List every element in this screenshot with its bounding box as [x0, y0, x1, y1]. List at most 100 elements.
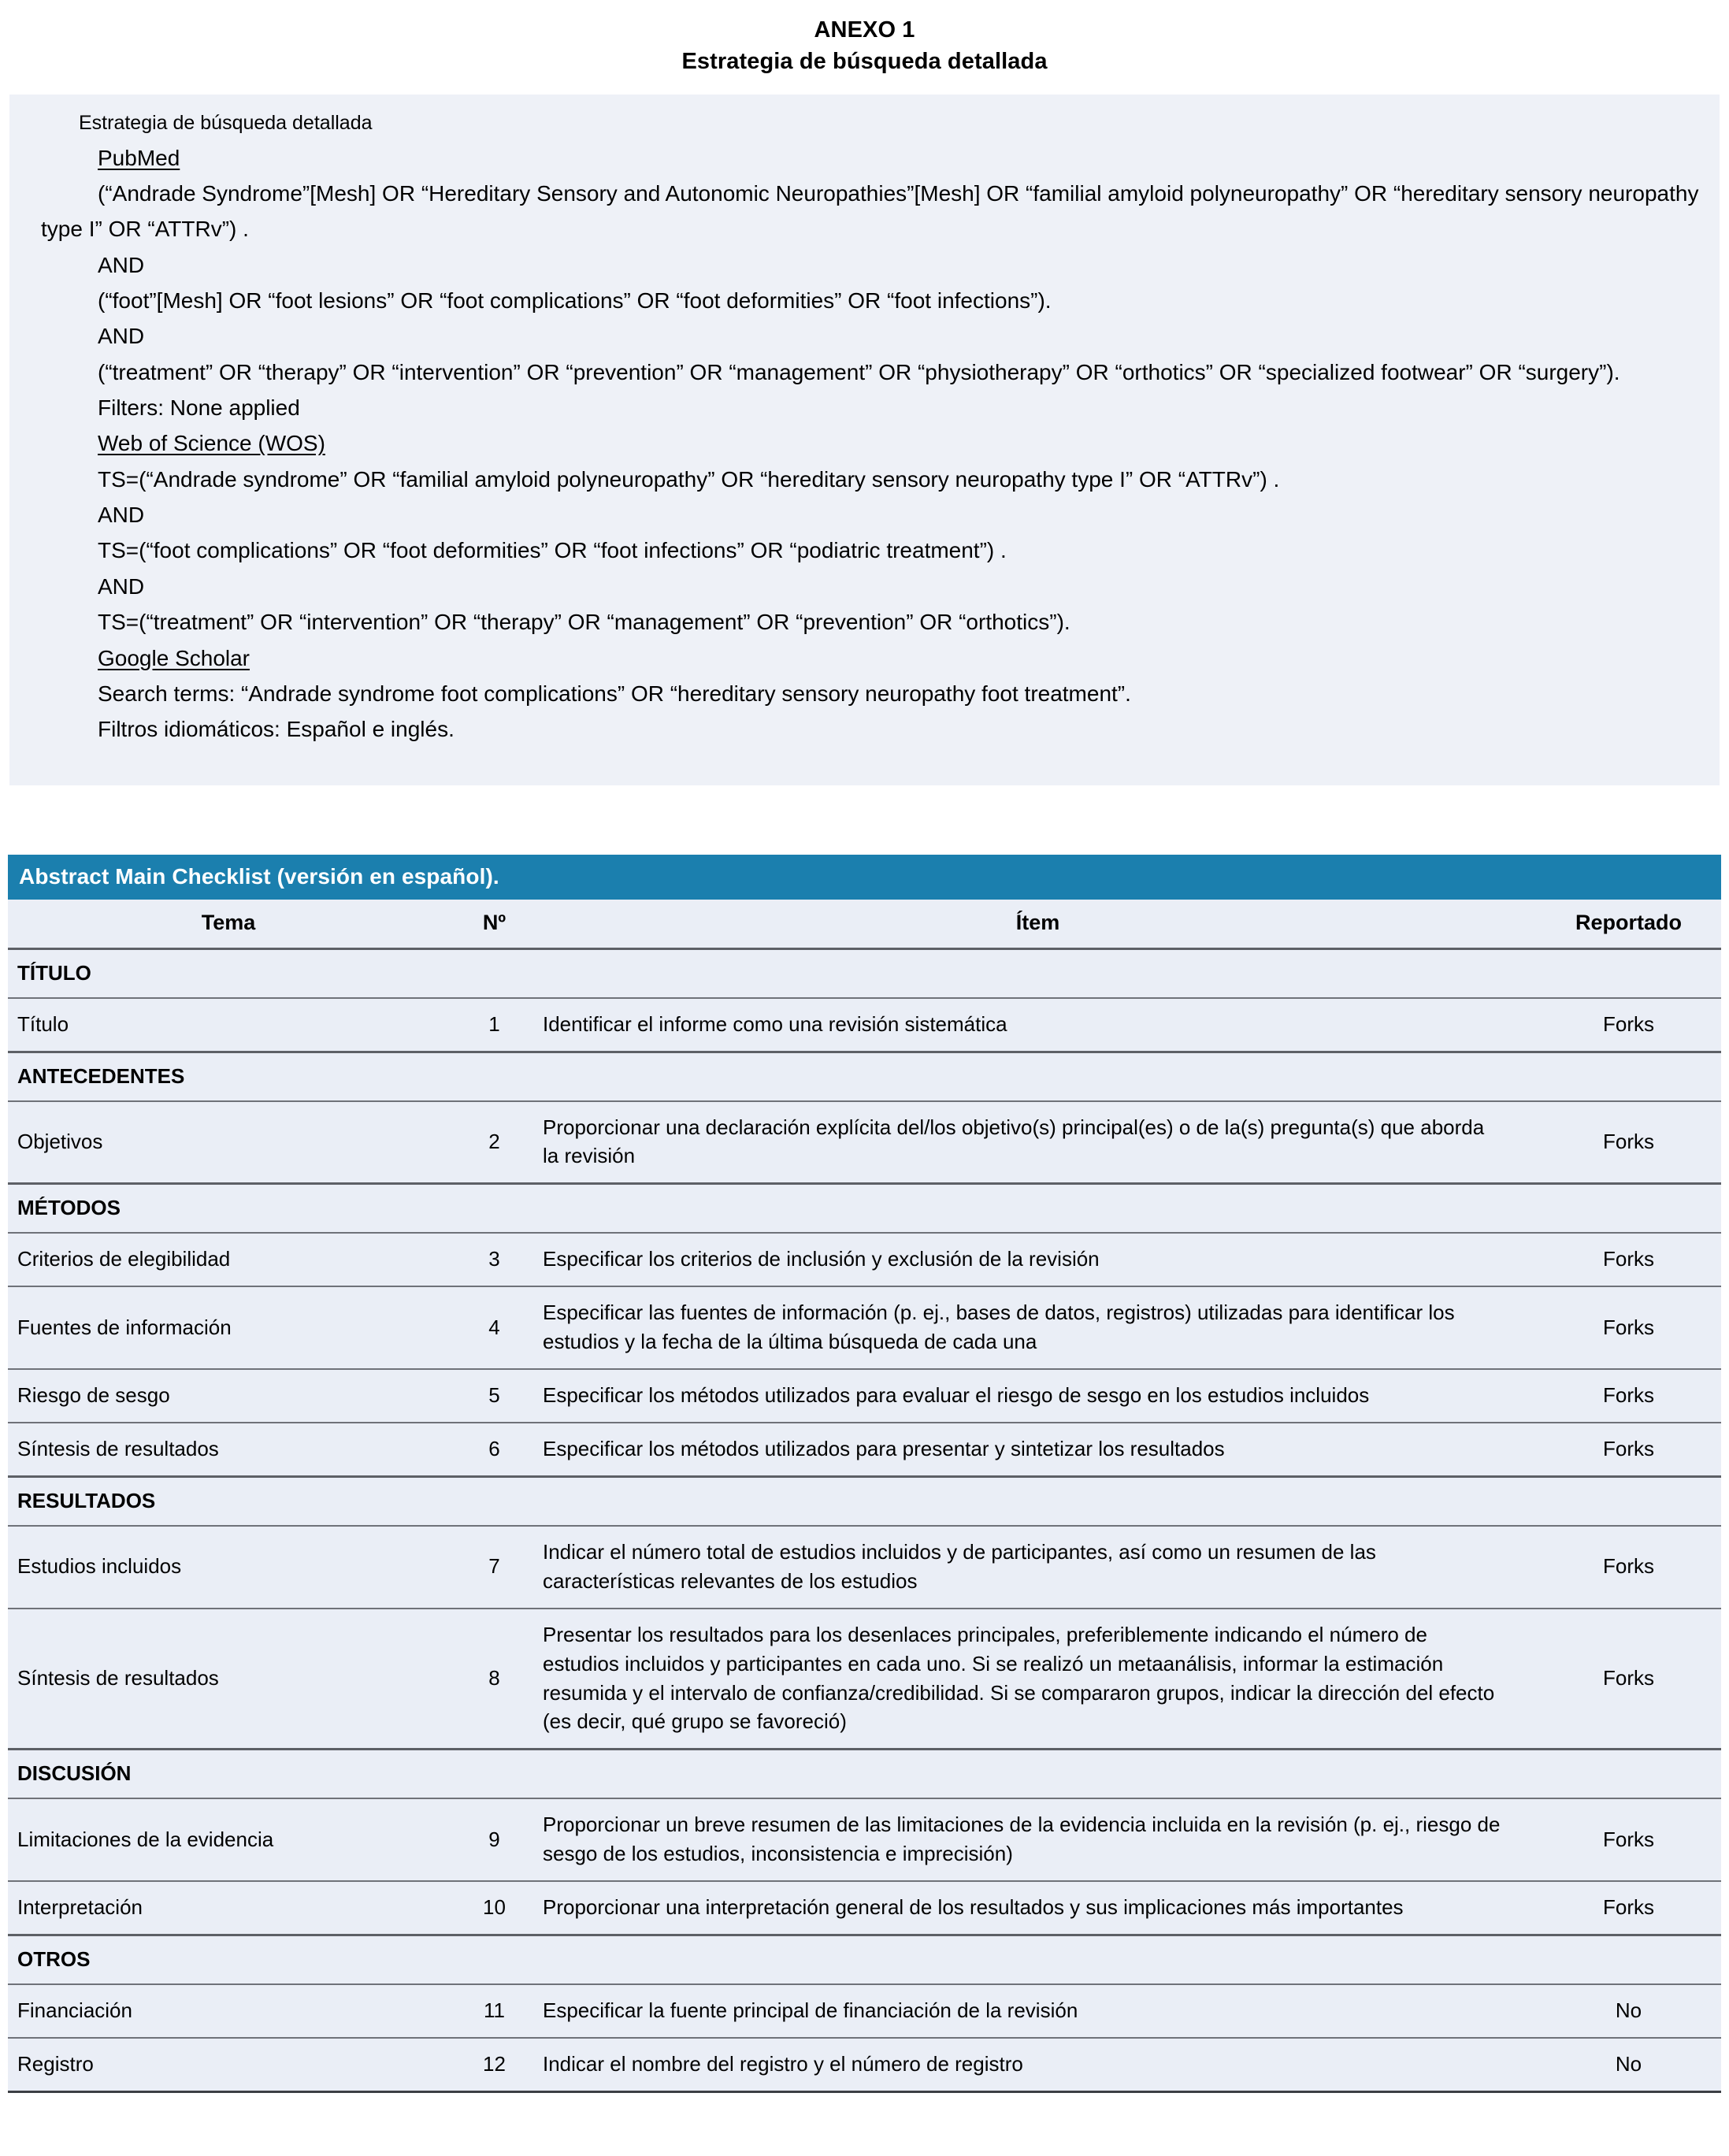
- search-query-text: TS=(“foot complications” OR “foot deform…: [98, 538, 1007, 563]
- row-item: Indicar el número total de estudios incl…: [540, 1524, 1536, 1609]
- row-numero: 5: [449, 1368, 540, 1423]
- table-section-row: RESULTADOS: [8, 1475, 1721, 1526]
- row-reportado: Forks: [1536, 1607, 1721, 1750]
- table-row: Riesgo de sesgo 5 Especificar los métodos …: [8, 1368, 1721, 1423]
- search-query-text: AND: [98, 252, 145, 277]
- section-label: OTROS: [8, 1934, 1721, 1985]
- column-header-reportado: Reportado: [1536, 899, 1721, 949]
- search-query-text: TS=(“Andrade syndrome” OR “familial amyl…: [98, 466, 1280, 492]
- table-section-row: OTROS: [8, 1934, 1721, 1985]
- row-reportado: Forks: [1536, 1368, 1721, 1423]
- row-reportado: Forks: [1536, 1798, 1721, 1882]
- search-strategy-line: TS=(“treatment” OR “intervention” OR “th…: [27, 604, 1702, 640]
- checklist-header-row: Tema Nº Ítem Reportado: [8, 899, 1721, 949]
- row-item: Especificar los métodos utilizados para …: [540, 1368, 1536, 1423]
- table-row: Fuentes de información 4 Especificar las f…: [8, 1286, 1721, 1370]
- row-numero: 7: [449, 1524, 540, 1609]
- table-row: Síntesis de resultados 8 Presentar los res…: [8, 1607, 1721, 1750]
- row-reportado: Forks: [1536, 1100, 1721, 1184]
- search-strategy-lines: PubMed (“Andrade Syndrome”[Mesh] OR “Here…: [27, 140, 1702, 748]
- search-query-text: (“Andrade Syndrome”[Mesh] OR “Hereditary…: [41, 180, 1699, 242]
- section-label: MÉTODOS: [8, 1182, 1721, 1234]
- row-tema: Limitaciones de la evidencia: [8, 1798, 449, 1882]
- annex-subtitle: Estrategia de búsqueda detallada: [681, 49, 1048, 75]
- table-row: Criterios de elegibilidad 3 Especificar lo…: [8, 1232, 1721, 1287]
- row-reportado: No: [1536, 2036, 1721, 2093]
- row-item: Indicar el nombre del registro y el núme…: [540, 2036, 1536, 2093]
- search-strategy-line: Web of Science (WOS): [27, 425, 1702, 461]
- row-reportado: Forks: [1536, 1421, 1721, 1477]
- row-tema: Título: [8, 996, 449, 1052]
- search-strategy-line: TS=(“Andrade syndrome” OR “familial amyl…: [27, 462, 1702, 497]
- section-label: DISCUSIÓN: [8, 1748, 1721, 1799]
- search-database-label: PubMed: [98, 145, 180, 170]
- row-tema: Criterios de elegibilidad: [8, 1232, 449, 1287]
- row-tema: Fuentes de información: [8, 1286, 449, 1370]
- table-row: Interpretación 10 Proporcionar una interpr…: [8, 1880, 1721, 1935]
- row-tema: Riesgo de sesgo: [8, 1368, 449, 1423]
- row-numero: 10: [449, 1880, 540, 1935]
- row-numero: 11: [449, 1983, 540, 2038]
- column-header-item: Ítem: [540, 899, 1536, 949]
- checklist-banner: Abstract Main Checklist (versión en espa…: [8, 854, 1721, 900]
- table-row: Registro 12 Indicar el nombre del registro…: [8, 2036, 1721, 2093]
- section-label: TÍTULO: [8, 947, 1721, 998]
- search-strategy-line: Google Scholar: [27, 640, 1702, 676]
- table-section-row: ANTECEDENTES: [8, 1050, 1721, 1101]
- column-header-numero: Nº: [449, 899, 540, 949]
- search-database-label: Web of Science (WOS): [98, 431, 325, 456]
- search-database-label: Google Scholar: [98, 645, 250, 670]
- row-item: Presentar los resultados para los desenl…: [540, 1607, 1536, 1750]
- row-numero: 12: [449, 2036, 540, 2093]
- table-row: Limitaciones de la evidencia 9 Proporciona…: [8, 1798, 1721, 1882]
- row-item: Identificar el informe como una revisión…: [540, 996, 1536, 1052]
- search-strategy-line: AND: [27, 569, 1702, 604]
- search-strategy-line: AND: [27, 247, 1702, 283]
- table-row: Síntesis de resultados 6 Especificar los m…: [8, 1421, 1721, 1477]
- search-query-text: (“foot”[Mesh] OR “foot lesions” OR “foot…: [98, 288, 1052, 313]
- table-row: Título 1 Identificar el informe como una r…: [8, 996, 1721, 1052]
- annex-heading: ANEXO 1 Estrategia de búsqueda detallada: [0, 0, 1729, 77]
- row-numero: 2: [449, 1100, 540, 1184]
- search-strategy-line: PubMed: [27, 140, 1702, 176]
- table-row: Estudios incluidos 7 Indicar el número tot…: [8, 1524, 1721, 1609]
- row-tema: Interpretación: [8, 1880, 449, 1935]
- checklist-table: Tema Nº Ítem Reportado TÍTULO Título 1 Iden…: [8, 899, 1721, 2093]
- table-row: Objetivos 2 Proporcionar una declaración e…: [8, 1100, 1721, 1184]
- search-strategy-line: Filters: None applied: [27, 390, 1702, 425]
- section-label: ANTECEDENTES: [8, 1050, 1721, 1101]
- row-reportado: Forks: [1536, 1286, 1721, 1370]
- search-strategy-caption: Estrategia de búsqueda detallada: [79, 112, 373, 135]
- search-query-text: (“treatment” OR “therapy” OR “interventi…: [98, 359, 1620, 384]
- annex-title: ANEXO 1: [814, 17, 915, 43]
- search-strategy-line: (“Andrade Syndrome”[Mesh] OR “Hereditary…: [27, 176, 1702, 247]
- search-query-text: Search terms: “Andrade syndrome foot com…: [98, 681, 1131, 706]
- search-query-text: TS=(“treatment” OR “intervention” OR “th…: [98, 610, 1070, 635]
- row-reportado: Forks: [1536, 1880, 1721, 1935]
- row-tema: Financiación: [8, 1983, 449, 2038]
- search-strategy-line: Search terms: “Andrade syndrome foot com…: [27, 676, 1702, 711]
- row-item: Proporcionar un breve resumen de las lim…: [540, 1798, 1536, 1882]
- row-numero: 8: [449, 1607, 540, 1750]
- row-reportado: Forks: [1536, 1232, 1721, 1287]
- checklist-table-body: TÍTULO Título 1 Identificar el informe como…: [8, 947, 1721, 2093]
- search-strategy-line: Filtros idiomáticos: Español e inglés.: [27, 711, 1702, 747]
- abstract-checklist: Abstract Main Checklist (versión en espa…: [8, 854, 1721, 2093]
- search-strategy-line: (“treatment” OR “therapy” OR “interventi…: [27, 354, 1702, 390]
- row-numero: 6: [449, 1421, 540, 1477]
- row-numero: 3: [449, 1232, 540, 1287]
- row-reportado: Forks: [1536, 1524, 1721, 1609]
- row-reportado: Forks: [1536, 996, 1721, 1052]
- checklist-table-head: Tema Nº Ítem Reportado: [8, 899, 1721, 949]
- row-item: Especificar la fuente principal de finan…: [540, 1983, 1536, 2038]
- row-numero: 1: [449, 996, 540, 1052]
- search-strategy-line: TS=(“foot complications” OR “foot deform…: [27, 533, 1702, 568]
- table-section-row: TÍTULO: [8, 947, 1721, 998]
- row-tema: Síntesis de resultados: [8, 1607, 449, 1750]
- search-strategy-line: (“foot”[Mesh] OR “foot lesions” OR “foot…: [27, 283, 1702, 318]
- row-item: Proporcionar una declaración explícita d…: [540, 1100, 1536, 1184]
- search-query-text: Filtros idiomáticos: Español e inglés.: [98, 717, 455, 742]
- search-query-text: AND: [98, 503, 145, 528]
- search-query-text: Filters: None applied: [98, 395, 300, 421]
- row-tema: Síntesis de resultados: [8, 1421, 449, 1477]
